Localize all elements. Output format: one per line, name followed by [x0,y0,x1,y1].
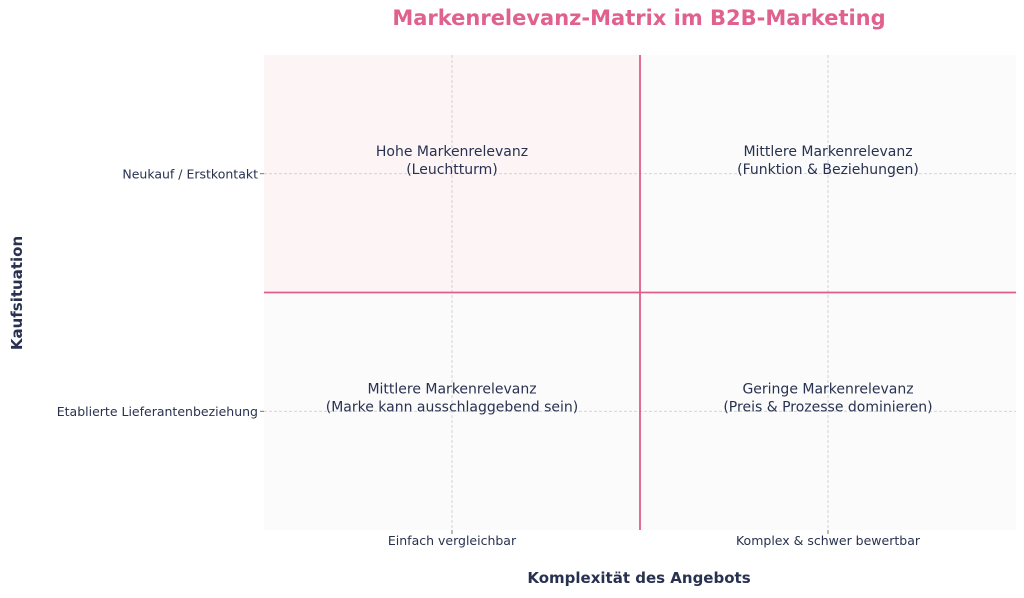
y-tick-label-1: Neukauf / Erstkontakt [122,166,258,181]
quadrant-label-1-title: Hohe Markenrelevanz [376,144,528,160]
quadrant-labels: Hohe Markenrelevanz (Leuchtturm) Mittlere … [326,144,933,416]
quadrant-dividers [264,55,1016,530]
y-tick-label-2: Etablierte Lieferantenbeziehung [57,404,258,419]
quadrant-label-3-subtitle: (Marke kann ausschlaggebend sein) [326,399,579,415]
quadrant-label-4-subtitle: (Preis & Prozesse dominieren) [723,399,932,415]
x-tick-label-1: Einfach vergleichbar [388,533,517,548]
y-axis-label: Kaufsituation [8,236,26,350]
chart-title: Markenrelevanz-Matrix im B2B-Marketing [392,6,885,30]
x-tick-label-2: Komplex & schwer bewertbar [736,533,921,548]
quadrant-label-1-subtitle: (Leuchtturm) [406,162,498,178]
axis-ticks: Einfach vergleichbar Komplex & schwer bew… [57,166,921,548]
quadrant-label-2-subtitle: (Funktion & Beziehungen) [737,162,919,178]
quadrant-label-2-title: Mittlere Markenrelevanz [743,144,912,160]
x-axis-label: Komplexität des Angebots [527,569,750,587]
quadrant-label-4-title: Geringe Markenrelevanz [742,381,913,397]
quadrant-label-3-title: Mittlere Markenrelevanz [367,381,536,397]
